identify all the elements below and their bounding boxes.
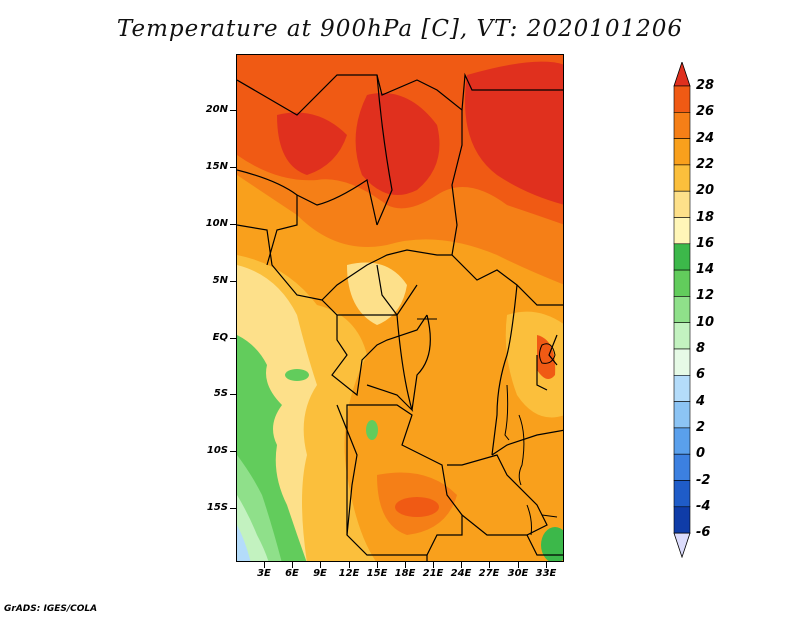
colorbar-label: 18 xyxy=(696,209,715,225)
colorbar-label: 22 xyxy=(696,156,715,172)
colorbar xyxy=(673,62,691,558)
lon-label: 15E xyxy=(366,568,388,579)
colorbar-band xyxy=(673,243,691,271)
lat-label: 20N xyxy=(205,104,228,115)
colorbar-band xyxy=(673,401,691,429)
colorbar-label: -2 xyxy=(696,472,711,488)
colorbar-band xyxy=(673,322,691,350)
colorbar-band xyxy=(673,217,691,245)
field-patch xyxy=(366,420,378,440)
lon-label: 9E xyxy=(313,568,327,579)
colorbar-label: 20 xyxy=(696,183,715,199)
temperature-map xyxy=(236,54,564,562)
field-east-lakes xyxy=(505,311,563,418)
lon-label: 30E xyxy=(507,568,529,579)
colorbar-label: 12 xyxy=(696,288,715,304)
colorbar-label: 0 xyxy=(696,446,706,462)
lon-label: 24E xyxy=(450,568,472,579)
colorbar-band xyxy=(673,164,691,192)
colorbar-label: 6 xyxy=(696,367,706,383)
field-core-central xyxy=(355,93,440,195)
grads-credit: GrADS: IGES/COLA xyxy=(4,604,98,614)
colorbar-band xyxy=(673,427,691,455)
colorbar-band xyxy=(673,506,691,534)
colorbar-band xyxy=(673,85,691,113)
colorbar-label: -6 xyxy=(696,525,711,541)
colorbar-label: 2 xyxy=(696,419,706,435)
colorbar-label: 24 xyxy=(696,130,715,146)
lon-label: 27E xyxy=(478,568,500,579)
colorbar-label: 26 xyxy=(696,104,715,120)
colorbar-band xyxy=(673,453,691,481)
lat-label: 5S xyxy=(213,388,228,399)
lat-label: 15N xyxy=(205,161,228,172)
lon-label: 3E xyxy=(257,568,271,579)
temperature-field xyxy=(237,55,563,561)
lon-label: 6E xyxy=(285,568,299,579)
colorbar-label: 14 xyxy=(696,262,715,278)
country-borders xyxy=(237,72,563,561)
lat-label: 10N xyxy=(205,218,228,229)
field-band-6 xyxy=(237,525,251,561)
field-south-hot xyxy=(395,497,439,517)
colorbar-over-arrow xyxy=(673,62,691,87)
colorbar-label: -4 xyxy=(696,498,711,514)
lon-label: 33E xyxy=(535,568,557,579)
colorbar-band xyxy=(673,269,691,297)
lat-label: 10S xyxy=(206,445,228,456)
colorbar-band xyxy=(673,296,691,323)
colorbar-band xyxy=(673,480,691,508)
field-core-west xyxy=(277,112,347,175)
colorbar-label: 28 xyxy=(696,78,715,93)
lat-label: 5N xyxy=(212,275,228,286)
colorbar-label: 10 xyxy=(696,314,715,330)
lon-label: 12E xyxy=(338,568,360,579)
field-patch xyxy=(285,369,309,381)
colorbar-label: 8 xyxy=(696,341,706,356)
colorbar-band xyxy=(673,348,691,376)
colorbar-under-arrow xyxy=(673,532,691,558)
field-patch-se xyxy=(541,527,563,561)
colorbar-label: 16 xyxy=(696,235,715,251)
field-band-18-inland xyxy=(347,262,407,325)
colorbar-band xyxy=(673,138,691,166)
lat-label: 15S xyxy=(206,502,228,513)
field-core-east xyxy=(465,61,563,205)
lon-label: 18E xyxy=(394,568,416,579)
colorbar-band xyxy=(673,111,691,139)
map-title: Temperature at 900hPa [C], VT: 202010120… xyxy=(116,16,684,42)
lake-outlines xyxy=(417,318,558,536)
lat-label: EQ xyxy=(212,332,228,343)
colorbar-band xyxy=(673,374,691,402)
colorbar-band xyxy=(673,190,691,218)
colorbar-label: 4 xyxy=(696,393,706,409)
lon-label: 21E xyxy=(422,568,444,579)
